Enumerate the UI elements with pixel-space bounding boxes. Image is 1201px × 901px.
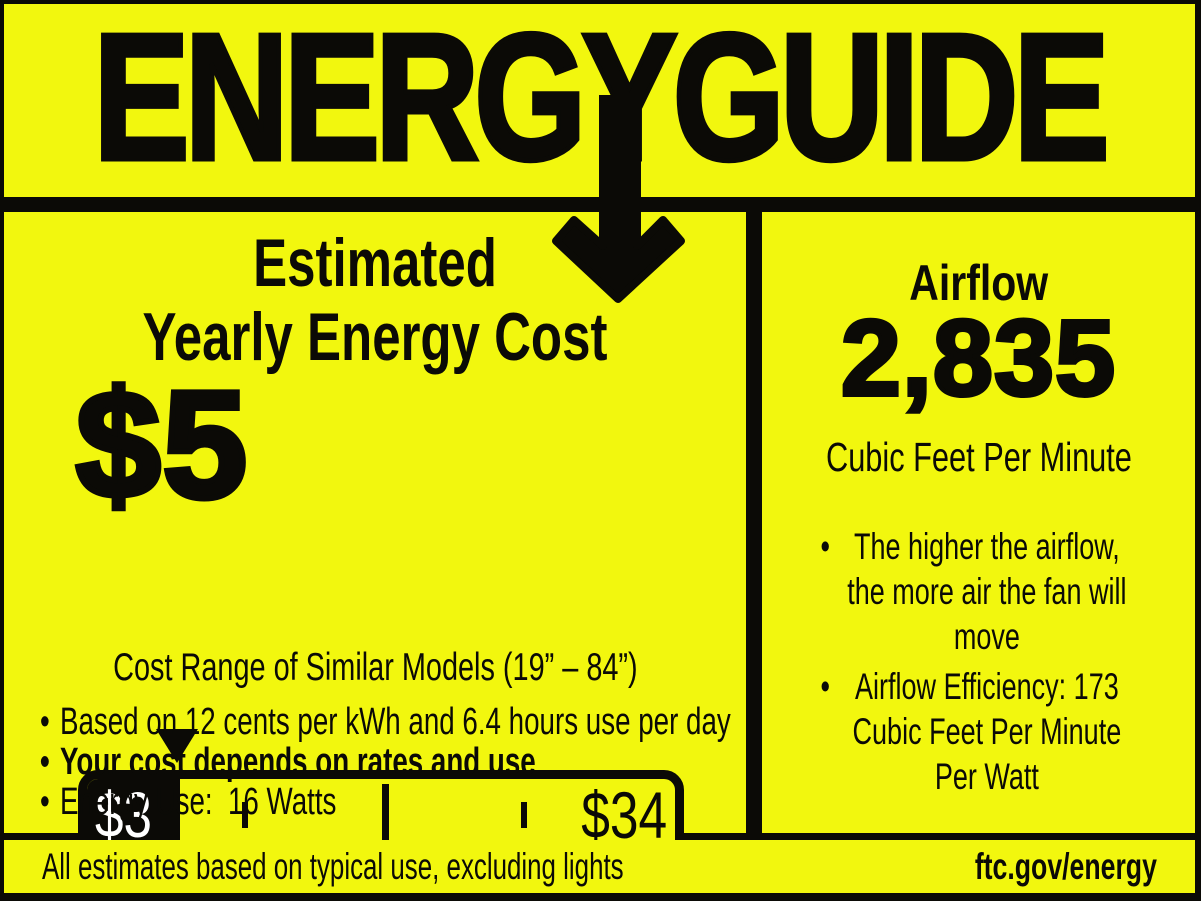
footer-panel: All estimates based on typical use, excl…	[4, 840, 1195, 893]
list-item-text: The higher the airflow, the more air the…	[847, 526, 1127, 657]
estimated-cost-heading: Estimated Yearly Energy Cost	[4, 226, 746, 374]
ftc-url: ftc.gov/energy	[974, 845, 1157, 887]
list-item-text: Your cost depends on rates and use	[59, 741, 536, 783]
airflow-notes-list: • The higher the airflow, the more air t…	[762, 524, 1195, 804]
airflow-heading: Airflow	[909, 255, 1048, 311]
scale-caption: Cost Range of Similar Models (19” – 84”)	[112, 646, 638, 689]
scale-pointer-icon	[156, 729, 198, 763]
heading-line-2: Yearly Energy Cost	[142, 299, 608, 375]
scale-min-label: $3	[95, 779, 152, 851]
scale-min-segment: $3	[87, 779, 180, 851]
cost-notes-list: • Based on 12 cents per kWh and 6.4 hours…	[40, 702, 986, 822]
heading-line-1: Estimated	[253, 225, 497, 301]
list-item: • Airflow Efficiency: 173 Cubic Feet Per…	[820, 664, 1136, 799]
bullet-icon: •	[820, 666, 830, 707]
list-item: • The higher the airflow, the more air t…	[820, 524, 1136, 659]
list-item-text: Airflow Efficiency: 173 Cubic Feet Per M…	[852, 666, 1122, 797]
scale-tick	[521, 802, 527, 828]
scale-max-label: $34	[581, 778, 667, 852]
right-panel: Airflow 2,835 Cubic Feet Per Minute • Th…	[762, 212, 1195, 833]
yearly-cost-value: $5	[73, 360, 250, 530]
bullet-icon: •	[40, 781, 50, 823]
list-item: • Your cost depends on rates and use	[40, 742, 731, 782]
bullet-icon: •	[820, 526, 830, 567]
bullet-icon: •	[40, 741, 50, 783]
scale-tick	[242, 802, 248, 828]
airflow-value: 2,835	[839, 297, 1117, 418]
panel-divider	[746, 212, 762, 833]
footer-disclaimer: All estimates based on typical use, excl…	[42, 845, 624, 887]
list-item: • Based on 12 cents per kWh and 6.4 hours…	[40, 702, 731, 742]
airflow-unit: Cubic Feet Per Minute	[825, 434, 1132, 480]
scale-tick-middle	[382, 784, 389, 846]
list-item-text: Based on 12 cents per kWh and 6.4 hours …	[59, 701, 731, 743]
list-item-text: Energy Use: 16 Watts	[59, 781, 337, 823]
list-item: • Energy Use: 16 Watts	[40, 782, 731, 822]
bullet-icon: •	[40, 701, 50, 743]
down-arrow-icon	[552, 95, 685, 303]
